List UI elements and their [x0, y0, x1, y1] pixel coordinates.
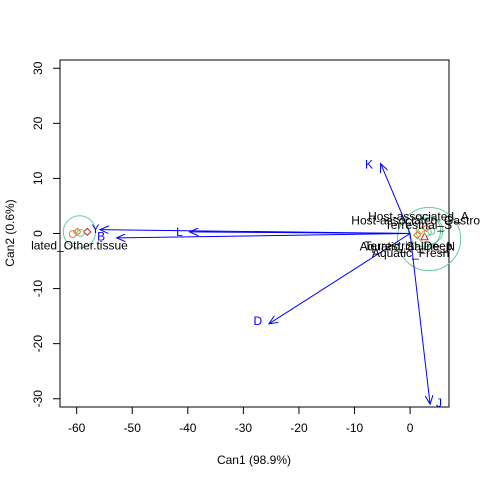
vector-label-B: B [97, 229, 105, 243]
x-tick-label-3: -30 [235, 421, 253, 435]
x-tick-label-6: 0 [407, 421, 414, 435]
vector-label-J: J [436, 396, 442, 410]
y-tick-label-0: -30 [31, 390, 45, 408]
vector-label-L: L [176, 225, 183, 239]
vector-arrow-B [117, 233, 411, 238]
site-label-0: lated_Other.tissue [31, 239, 128, 253]
site-label-6: Aquatic_Fresh [372, 246, 449, 260]
y-tick-label-4: 10 [31, 171, 45, 185]
data-point-5 [420, 231, 429, 241]
scatter-points [68, 223, 436, 241]
data-point-9 [413, 230, 422, 240]
vector-label-D: D [253, 314, 262, 328]
site-label-5: Terrestrial_Deep [364, 239, 452, 253]
vector-arrow-J [409, 233, 430, 405]
y-axis: -30 -20 -10 0 10 20 30 [31, 61, 60, 407]
site-label-3: Terrestrial_S [385, 218, 452, 232]
vector-label-K: K [365, 158, 373, 172]
site-labels: lated_Other.tissue Host-associated_AHost-… [31, 209, 480, 259]
x-tick-label-0: -60 [68, 421, 86, 435]
y-axis-title: Can2 (0.6%) [3, 199, 17, 266]
data-point-6 [423, 228, 432, 237]
data-point-1 [83, 227, 92, 237]
group-ellipse-3 [396, 206, 462, 272]
x-tick-label-1: -50 [124, 421, 142, 435]
site-label-2: Host-associated_Gastro [351, 213, 480, 227]
x-axis: -60 -50 -40 -30 -20 -10 0 [68, 407, 414, 435]
group-ellipse-0 [62, 215, 97, 249]
data-point-7 [427, 227, 436, 236]
x-tick-label-2: -40 [179, 421, 197, 435]
vector-label-Y: Y [92, 222, 100, 236]
vector-arrow-L [189, 232, 411, 234]
data-point-8 [422, 223, 431, 233]
y-tick-label-2: -10 [31, 280, 45, 298]
y-tick-label-5: 20 [31, 116, 45, 130]
x-tick-label-4: -20 [290, 421, 308, 435]
y-tick-label-6: 30 [31, 61, 45, 75]
data-point-2 [68, 230, 77, 239]
group-ellipse-2 [415, 216, 444, 245]
site-label-4: Aquatic_Saline_N [360, 240, 455, 254]
data-point-3 [76, 228, 85, 237]
vector-arrow-K [381, 164, 411, 234]
x-axis-title: Can1 (98.9%) [217, 453, 291, 467]
vector-arrow-D [269, 233, 411, 324]
site-label-1: Host-associated_A [368, 209, 469, 223]
y-tick-label-3: 0 [31, 230, 45, 237]
group-ellipses [62, 206, 462, 272]
y-tick-label-1: -20 [31, 335, 45, 353]
x-tick-label-5: -10 [346, 421, 364, 435]
vector-arrows: K YB L D J [92, 158, 442, 410]
